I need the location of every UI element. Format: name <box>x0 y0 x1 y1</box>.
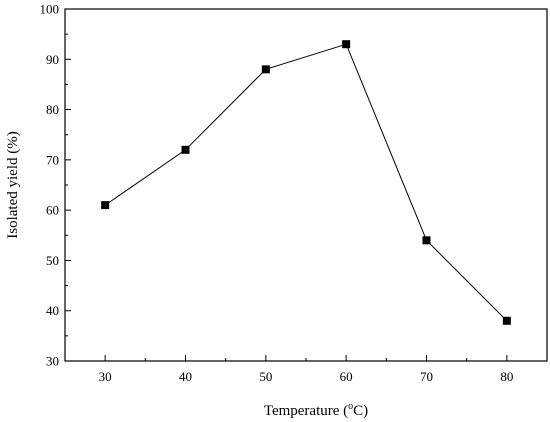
y-tick-label: 100 <box>40 2 60 17</box>
tick-marks <box>65 8 508 362</box>
y-tick-label: 80 <box>46 102 59 117</box>
y-tick-label: 30 <box>46 354 59 369</box>
x-tick-label: 60 <box>340 369 353 384</box>
data-markers <box>101 40 511 325</box>
x-axis-title-superscript: o <box>348 401 353 412</box>
plot-frame <box>64 8 548 362</box>
data-point-marker <box>261 65 270 74</box>
data-point-marker <box>422 236 431 245</box>
y-axis-title: Isolated yield (%) <box>5 131 21 238</box>
data-point-marker <box>502 316 511 325</box>
x-tick-label: 40 <box>179 369 192 384</box>
y-tick-label: 50 <box>46 253 59 268</box>
x-axis-title-unit: C) <box>353 403 368 419</box>
tick-labels: 30 40 50 60 70 80 90 100 30 40 50 60 70 80 <box>40 2 514 385</box>
x-tick-label: 30 <box>99 369 112 384</box>
y-tick-label: 40 <box>46 303 59 318</box>
x-axis-title-text: Temperature ( <box>264 403 348 419</box>
data-point-marker <box>101 201 110 210</box>
y-tick-label: 70 <box>46 152 59 167</box>
x-tick-label: 50 <box>259 369 272 384</box>
data-point-marker <box>181 145 190 154</box>
y-tick-label: 60 <box>46 203 59 218</box>
data-point-marker <box>342 40 351 49</box>
x-axis-title: Temperature (oC) <box>264 401 368 419</box>
series-line <box>104 43 508 322</box>
x-tick-label: 80 <box>500 369 513 384</box>
x-tick-label: 70 <box>420 369 433 384</box>
y-tick-label: 90 <box>46 52 59 67</box>
